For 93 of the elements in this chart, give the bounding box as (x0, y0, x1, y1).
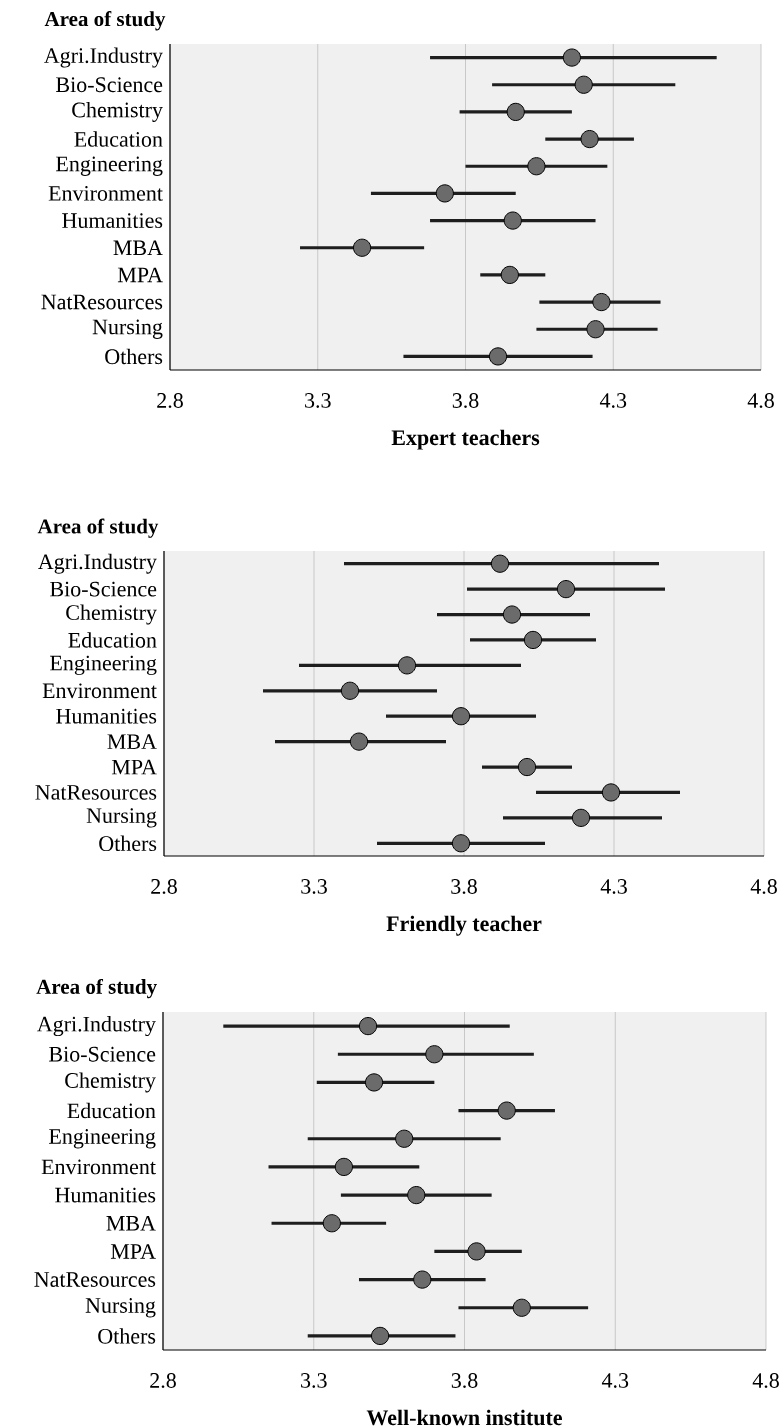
y-tick-label: Environment (48, 186, 163, 201)
point (574, 75, 593, 94)
point (334, 1157, 353, 1177)
y-tick-label: Others (105, 348, 163, 365)
x-tick-label: 3.8 (452, 393, 479, 408)
y-tick-label: NatResources (35, 785, 157, 800)
point (322, 1214, 341, 1233)
y-tick-label: Chemistry (72, 101, 163, 122)
y-tick-label: Humanities (55, 1187, 156, 1203)
y-tick-label: Engineering (50, 655, 157, 676)
point (500, 265, 519, 285)
y-tick-label: Environment (41, 1159, 156, 1175)
point (488, 347, 508, 366)
x-tick-label: 2.8 (150, 1373, 176, 1388)
point (397, 656, 417, 675)
y-tick-label: MBA (106, 1215, 156, 1231)
point (467, 1242, 486, 1261)
y-tick-label: Others (98, 1328, 156, 1344)
point (352, 238, 372, 257)
y-tick-label: MBA (107, 734, 157, 749)
y-tick-label: MPA (111, 759, 157, 775)
point (413, 1270, 432, 1289)
y-tick-label: MPA (117, 267, 163, 283)
y-tick-label: Education (74, 131, 163, 147)
y-tick-label: Humanities (56, 708, 157, 724)
x-tick-label: 2.8 (151, 879, 177, 894)
y-axis-title: Area of study (36, 978, 157, 999)
point (527, 157, 546, 176)
x-tick-label: 4.8 (750, 879, 777, 894)
y-tick-label: Humanities (62, 213, 163, 228)
point (364, 1073, 384, 1092)
point (571, 808, 591, 827)
y-tick-label: Education (67, 1102, 156, 1119)
point (586, 320, 605, 339)
point (556, 580, 576, 599)
point (340, 681, 360, 700)
point (497, 1101, 516, 1120)
x-tick-label: 4.3 (601, 1373, 629, 1388)
point (512, 1298, 531, 1317)
x-axis-title: Friendly teacher (386, 915, 542, 936)
y-tick-label: Chemistry (65, 1072, 156, 1093)
x-tick-label: 3.8 (451, 1373, 478, 1388)
x-tick-label: 4.8 (752, 1373, 779, 1388)
y-tick-label: Chemistry (66, 604, 157, 625)
y-tick-label: Nursing (86, 808, 157, 828)
x-tick-label: 4.3 (599, 393, 627, 408)
point (601, 783, 621, 802)
point (490, 554, 510, 573)
y-tick-label: Agri.Industry (38, 553, 157, 574)
y-tick-label: Environment (42, 683, 157, 699)
y-tick-label: Agri.Industry (37, 1016, 156, 1037)
y-tick-label: Engineering (49, 1129, 156, 1149)
y-tick-label: MPA (110, 1244, 156, 1259)
y-tick-label: Nursing (92, 319, 163, 339)
x-tick-label: 4.8 (747, 393, 774, 408)
point (592, 292, 611, 312)
x-tick-label: 3.3 (301, 1373, 327, 1388)
y-tick-label: Bio-Science (50, 581, 157, 597)
y-tick-label: NatResources (41, 294, 163, 310)
x-tick-label: 3.3 (305, 393, 331, 408)
x-tick-label: 2.8 (157, 393, 183, 408)
point (502, 605, 522, 624)
point (451, 834, 471, 853)
x-tick-label: 3.8 (451, 879, 477, 894)
point (523, 630, 543, 650)
x-tick-label: 3.3 (301, 879, 327, 894)
y-tick-label: Engineering (56, 156, 163, 176)
y-tick-label: Others (99, 835, 157, 852)
y-tick-label: MBA (113, 240, 163, 256)
y-tick-label: Bio-Science (49, 1046, 156, 1062)
y-tick-label: Education (68, 632, 157, 648)
point (451, 707, 471, 726)
point (562, 48, 581, 67)
y-tick-label: Bio-Science (56, 77, 163, 93)
y-tick-label: Nursing (85, 1298, 156, 1318)
point (425, 1045, 444, 1064)
point (395, 1129, 414, 1148)
x-tick-label: 4.3 (600, 879, 627, 894)
point (370, 1326, 390, 1346)
point (435, 184, 454, 203)
point (503, 211, 522, 230)
point (349, 732, 369, 751)
point (517, 757, 537, 777)
point (358, 1016, 378, 1036)
y-axis-title: Area of study (37, 518, 159, 538)
y-axis-title: Area of study (44, 11, 166, 31)
x-axis-title: Expert teachers (391, 429, 540, 450)
x-axis-title: Well-known institute (366, 1409, 562, 1426)
point (407, 1185, 426, 1205)
y-tick-label: Agri.Industry (44, 47, 163, 68)
point (506, 102, 525, 122)
y-tick-label: NatResources (34, 1272, 156, 1287)
point (580, 129, 599, 149)
